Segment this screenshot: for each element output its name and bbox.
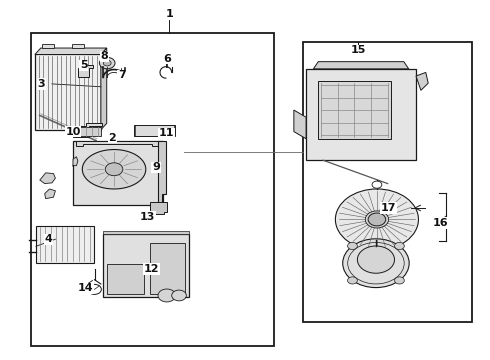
Bar [306,69,416,160]
Polygon shape [82,149,146,189]
Polygon shape [103,231,189,234]
Bar [42,44,54,48]
Text: 6: 6 [163,54,171,64]
Bar [36,226,94,263]
Bar [31,33,274,346]
Polygon shape [73,123,102,137]
Text: 2: 2 [108,133,116,143]
Polygon shape [76,140,158,146]
Bar [303,42,472,321]
Text: 8: 8 [100,51,108,61]
Circle shape [172,290,186,301]
Circle shape [368,213,386,226]
Polygon shape [45,189,55,199]
Bar [35,54,101,130]
Text: 16: 16 [433,218,448,228]
Bar [73,140,163,205]
Polygon shape [78,65,93,77]
Circle shape [372,181,382,188]
Bar [107,264,144,294]
Text: 11: 11 [159,129,174,138]
Polygon shape [73,157,78,166]
Circle shape [394,277,404,284]
Bar [103,234,189,297]
Polygon shape [314,62,409,69]
Polygon shape [158,140,166,205]
Text: 5: 5 [80,60,88,70]
Polygon shape [35,48,107,54]
Circle shape [357,246,394,273]
Circle shape [343,239,409,288]
Text: 12: 12 [144,264,159,274]
Circle shape [394,242,404,249]
Polygon shape [294,110,306,139]
Circle shape [347,277,357,284]
Text: 7: 7 [118,70,126,80]
Text: 10: 10 [65,127,81,136]
Polygon shape [416,72,428,90]
Text: 15: 15 [351,45,366,55]
Bar [150,243,185,294]
Polygon shape [150,202,167,216]
Circle shape [335,189,418,250]
Bar [74,127,101,136]
Text: 3: 3 [37,79,45,89]
Bar [318,81,391,139]
Text: 14: 14 [77,283,93,293]
Circle shape [88,284,101,294]
Text: 17: 17 [380,203,396,213]
Bar [72,44,84,48]
Polygon shape [40,173,55,184]
Text: 1: 1 [166,9,173,19]
Text: 4: 4 [45,234,52,244]
Circle shape [347,242,357,249]
Circle shape [99,57,115,69]
Polygon shape [101,48,107,130]
Text: 13: 13 [140,212,155,221]
Circle shape [366,211,389,228]
Circle shape [158,289,175,302]
Circle shape [105,163,123,176]
Bar [134,125,175,136]
Circle shape [103,60,111,66]
Text: 9: 9 [152,162,160,172]
